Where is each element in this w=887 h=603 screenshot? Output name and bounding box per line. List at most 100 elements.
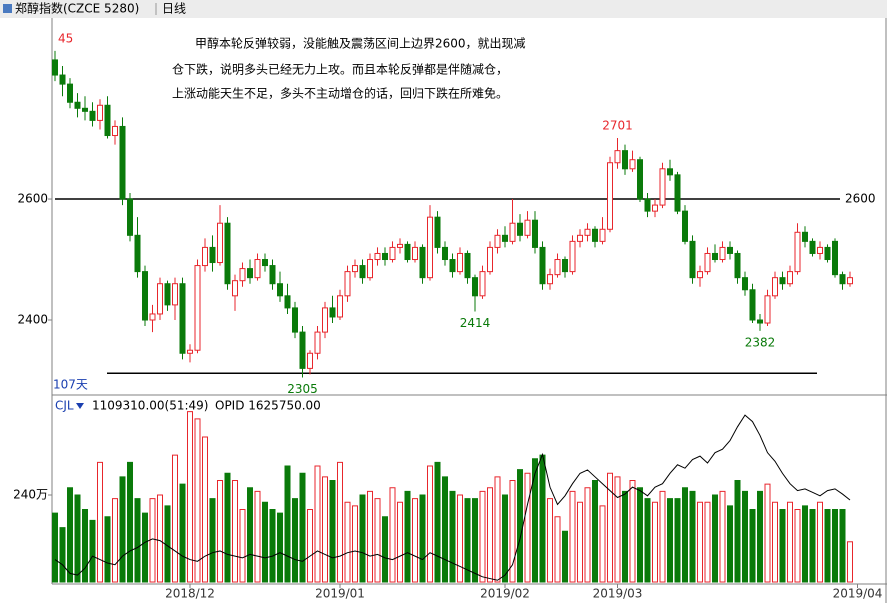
candle-body — [224, 222, 231, 285]
candle-body — [839, 274, 846, 285]
volume-bar — [374, 498, 381, 583]
volume-bar — [427, 465, 433, 583]
volume-bar — [479, 490, 486, 583]
candle-body — [742, 277, 748, 291]
candle-body — [239, 268, 246, 282]
candle-body — [382, 252, 388, 261]
volume-bar — [464, 498, 471, 583]
volume-bar — [397, 501, 403, 583]
volume-bar — [809, 509, 816, 583]
volume-bar — [629, 480, 636, 583]
candle-body — [547, 274, 553, 285]
volume-bar — [209, 498, 216, 583]
x-tick-label: 2019/04 — [833, 587, 883, 601]
volume-bar — [119, 476, 126, 583]
volume-bar — [644, 498, 651, 583]
volume-bar — [284, 465, 291, 583]
volume-bar — [254, 490, 261, 583]
volume-bar — [622, 490, 628, 583]
volume-bar — [592, 480, 598, 583]
candle-body — [89, 110, 96, 121]
price-annotation: 2382 — [745, 335, 776, 349]
candle-body — [719, 246, 726, 261]
volume-bar — [847, 541, 853, 583]
volume-bar — [382, 516, 388, 583]
volume-bar — [149, 498, 156, 583]
volume-bar — [772, 501, 778, 583]
candle-body — [629, 159, 636, 170]
candle-body — [584, 228, 591, 236]
candle-body — [284, 295, 291, 309]
x-tick-label: 2019/01 — [315, 587, 365, 601]
candle-body — [164, 283, 171, 306]
candle-body — [674, 174, 681, 212]
volume-bar — [584, 487, 591, 583]
volume-bar — [194, 418, 201, 583]
volume-bar — [562, 530, 568, 583]
candle-body — [262, 259, 268, 267]
volume-bar — [232, 480, 238, 583]
candle-body — [254, 259, 261, 279]
candle-body — [554, 259, 561, 276]
volume-bar — [757, 490, 763, 583]
candle-body — [824, 246, 831, 261]
volume-bar — [329, 480, 336, 583]
volume-bar — [322, 476, 328, 583]
volume-bar — [82, 509, 88, 583]
dropdown-icon[interactable] — [76, 403, 84, 409]
candle-body — [479, 271, 486, 297]
candle-body — [82, 107, 88, 112]
volume-bar — [157, 494, 163, 583]
volume-bar — [52, 512, 58, 583]
candle-body — [457, 252, 463, 273]
candle-body — [142, 271, 148, 321]
volume-bar — [224, 472, 231, 583]
opid-text: OPID 1625750.00 — [215, 399, 321, 413]
volume-bar — [412, 498, 418, 583]
volume-bar — [74, 494, 81, 583]
candle-body — [104, 104, 111, 137]
candle-body — [734, 252, 741, 279]
candle-body — [247, 268, 253, 279]
candle-body — [524, 219, 531, 236]
volume-bar — [442, 476, 448, 583]
candle-body — [847, 277, 853, 285]
candle-body — [697, 271, 703, 279]
candle-body — [194, 265, 201, 351]
volume-bar — [359, 494, 366, 583]
candle-body — [764, 295, 771, 324]
days-label: 107天 — [53, 378, 88, 392]
volume-bar — [727, 505, 733, 583]
volume-bar — [637, 487, 643, 583]
volume-bar — [457, 494, 463, 583]
y-tick-label: 240万 — [13, 488, 48, 502]
volume-bar — [749, 509, 756, 583]
volume-bar — [202, 436, 208, 583]
candle-body — [329, 307, 336, 318]
volume-bar — [277, 512, 283, 583]
volume-bar — [614, 476, 621, 583]
volume-bar — [494, 476, 501, 583]
volume-bar — [704, 501, 711, 583]
volume-bar — [89, 519, 96, 583]
candle-body — [509, 222, 516, 242]
volume-bar — [509, 480, 516, 583]
candle-body — [532, 219, 538, 248]
volume-bar — [179, 483, 186, 583]
volume-bar — [674, 498, 681, 583]
volume-bar — [689, 490, 696, 583]
x-tick-label: 2018/12 — [165, 587, 215, 601]
candle-body — [322, 307, 328, 333]
candle-body — [682, 210, 688, 242]
candle-body — [614, 150, 621, 164]
candle-body — [779, 277, 786, 285]
candle-body — [397, 243, 403, 248]
candle-body — [209, 246, 216, 264]
level-label: 2600 — [845, 192, 876, 206]
volume-bar — [599, 505, 606, 583]
volume-bar — [247, 487, 253, 583]
candle-body — [464, 252, 471, 279]
volume-bar — [112, 498, 118, 583]
candle-body — [307, 352, 313, 369]
volume-bar — [712, 494, 718, 583]
